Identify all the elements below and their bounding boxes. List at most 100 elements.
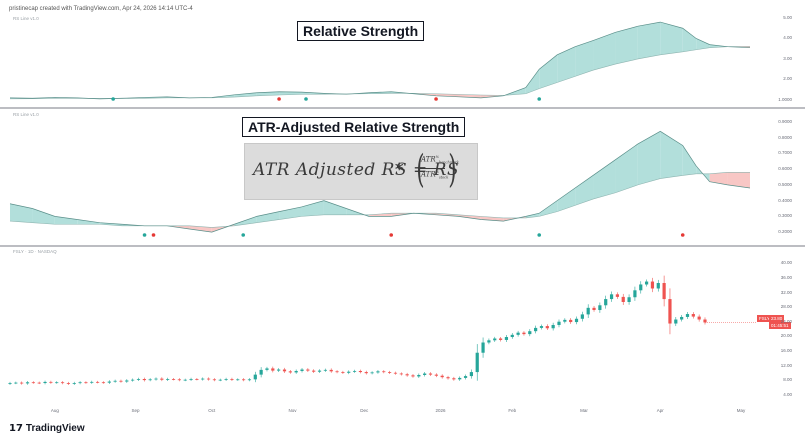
atr-rs-y-tick: 0.6000 (778, 166, 792, 172)
candle-down (364, 372, 368, 374)
candle-up (685, 314, 690, 317)
candle-up (487, 340, 491, 343)
atr-rs-fill-segment (682, 145, 697, 176)
atr-rs-signal-dot (142, 233, 147, 237)
candle-down (49, 381, 53, 383)
candle-down (358, 370, 363, 373)
candle-up (417, 374, 421, 377)
candle-up (14, 382, 18, 384)
price-y-tick: 32.00 (780, 289, 792, 295)
candle-down (335, 371, 339, 373)
candle-up (469, 372, 473, 377)
atr-rs-fill-segment (323, 200, 347, 215)
candle-up (580, 314, 584, 319)
atr-rs-fill-segment (368, 213, 392, 217)
price-y-tick: 28.00 (780, 304, 792, 310)
candle-down (37, 382, 41, 384)
candle-down (306, 369, 310, 371)
candle-down (399, 373, 403, 375)
middle-pane-label: RS Line v1.0 (13, 112, 39, 117)
candle-down (271, 368, 275, 371)
candle-down (101, 382, 106, 384)
rs-signal-dot (537, 97, 542, 101)
atr-rs-fill-segment (189, 225, 212, 233)
candle-up (528, 331, 532, 335)
time-x-tick: Nov (288, 408, 297, 413)
candle-down (177, 379, 181, 381)
candle-down (282, 369, 287, 372)
time-x-tick: 2026 (435, 408, 446, 413)
rs-fill-segment (637, 22, 661, 59)
atr-rs-y-tick: 0.8000 (778, 134, 792, 140)
atr-rs-y-tick: 0.3000 (778, 213, 792, 219)
candle-up (166, 379, 170, 380)
atr-rs-y-tick: 0.9000 (778, 118, 792, 124)
atr-rs-fill-segment (10, 203, 33, 223)
candle-down (440, 375, 444, 378)
candle-up (265, 368, 269, 370)
candle-down (668, 299, 672, 324)
candle-up (72, 383, 76, 384)
rs-y-tick: 1.0000 (778, 96, 792, 102)
time-x-tick: May (736, 408, 746, 413)
rs-signal-dot (277, 97, 281, 101)
candle-up (563, 319, 567, 322)
candle-down (288, 371, 292, 373)
rs-y-tick: 3.00 (783, 55, 792, 61)
rs-fill-segment (525, 69, 540, 94)
candle-up (680, 316, 684, 320)
candle-up (154, 378, 158, 380)
candle-up (534, 327, 538, 332)
atr-rs-fill-segment (77, 219, 100, 225)
candle-up (300, 369, 304, 371)
candle-down (545, 326, 549, 329)
atr-rs-rs-line (9, 130, 751, 233)
candle-down (703, 319, 707, 323)
price-y-tick: 8.00 (783, 377, 792, 383)
atr-rs-fill-segment (458, 214, 481, 220)
candle-down (20, 382, 24, 384)
time-x-tick: Aug (50, 408, 59, 413)
candle-up (557, 321, 561, 325)
candle-up (259, 369, 263, 375)
candle-down (119, 380, 123, 382)
candle-up (90, 381, 94, 383)
price-y-tick: 36.00 (780, 274, 792, 280)
candle-up (352, 370, 357, 372)
atr-rs-fill-segment (256, 211, 280, 223)
candle-down (405, 374, 409, 376)
candle-down (569, 319, 573, 323)
candle-down (446, 377, 450, 379)
candle-up (598, 305, 602, 311)
candle-down (650, 281, 655, 289)
candle-up (644, 281, 649, 285)
candle-up (370, 372, 374, 374)
candle-down (171, 379, 176, 380)
candle-up (236, 379, 240, 381)
candle-up (633, 290, 637, 298)
atr-rs-fill-segment (279, 206, 302, 220)
candle-down (341, 372, 345, 373)
atr-rs-y-tick: 0.5000 (778, 181, 792, 187)
symbol-tag: FSLY (757, 315, 772, 322)
price-y-tick: 20.00 (780, 333, 792, 339)
candle-up (423, 373, 427, 375)
atr-rs-fill-segment (525, 213, 540, 218)
atr-rs-fill-segment (615, 143, 638, 193)
candle-down (60, 382, 65, 384)
bottom-pane-label: FSLY · 1D · NASDAQ (13, 249, 57, 254)
candle-down (96, 381, 100, 383)
candle-up (224, 379, 228, 380)
atr-rs-y-tick: 0.7000 (778, 150, 792, 156)
atr-rs-fill-segment (727, 172, 750, 189)
rs-signal-dot (111, 97, 115, 101)
atr-rs-fill-segment (54, 216, 78, 225)
rs-fill-segment (696, 38, 710, 50)
candle-down (411, 375, 415, 377)
candle-up (78, 382, 82, 384)
candle-up (516, 332, 520, 335)
candle-down (434, 374, 438, 376)
candle-up (125, 380, 129, 382)
